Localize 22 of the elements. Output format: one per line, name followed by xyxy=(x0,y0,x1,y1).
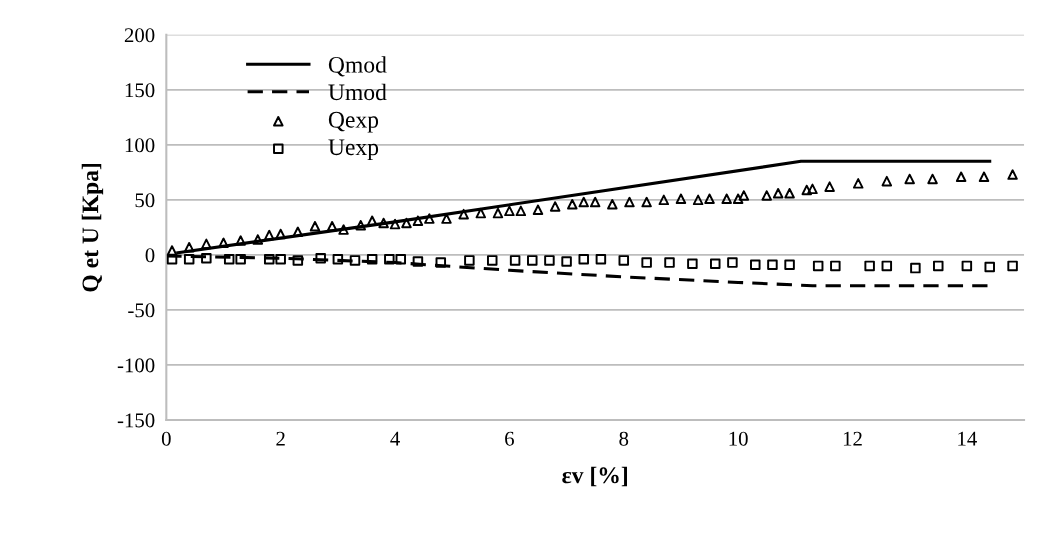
y-tick-label: -150 xyxy=(117,413,155,428)
x-tick-label: 2 xyxy=(276,431,285,446)
x-axis-title: εv [%] xyxy=(562,466,627,487)
x-tick-label: 6 xyxy=(505,431,514,446)
y-tick-label: -100 xyxy=(117,358,155,373)
y-axis-title: Q et U [Kpa] xyxy=(81,163,104,292)
y-tick-label: -50 xyxy=(128,303,155,318)
y-tick-label: 50 xyxy=(135,193,155,208)
legend-label: Uexp xyxy=(328,139,379,160)
legend-label: Umod xyxy=(328,83,387,101)
y-tick-label: 200 xyxy=(124,28,155,43)
x-tick-label: 4 xyxy=(390,431,400,446)
x-tick-label: 14 xyxy=(958,431,977,446)
y-tick-label: 150 xyxy=(125,83,155,98)
legend-label: Qmod xyxy=(328,56,387,77)
y-tick-label: 100 xyxy=(125,138,155,153)
legend-label: Qexp xyxy=(328,111,379,133)
x-tick-label: 8 xyxy=(619,431,629,446)
y-tick-label: 0 xyxy=(145,248,155,263)
x-tick-label: 10 xyxy=(729,431,748,446)
x-tick-label: 12 xyxy=(843,431,862,446)
x-tick-label: 0 xyxy=(161,431,171,446)
